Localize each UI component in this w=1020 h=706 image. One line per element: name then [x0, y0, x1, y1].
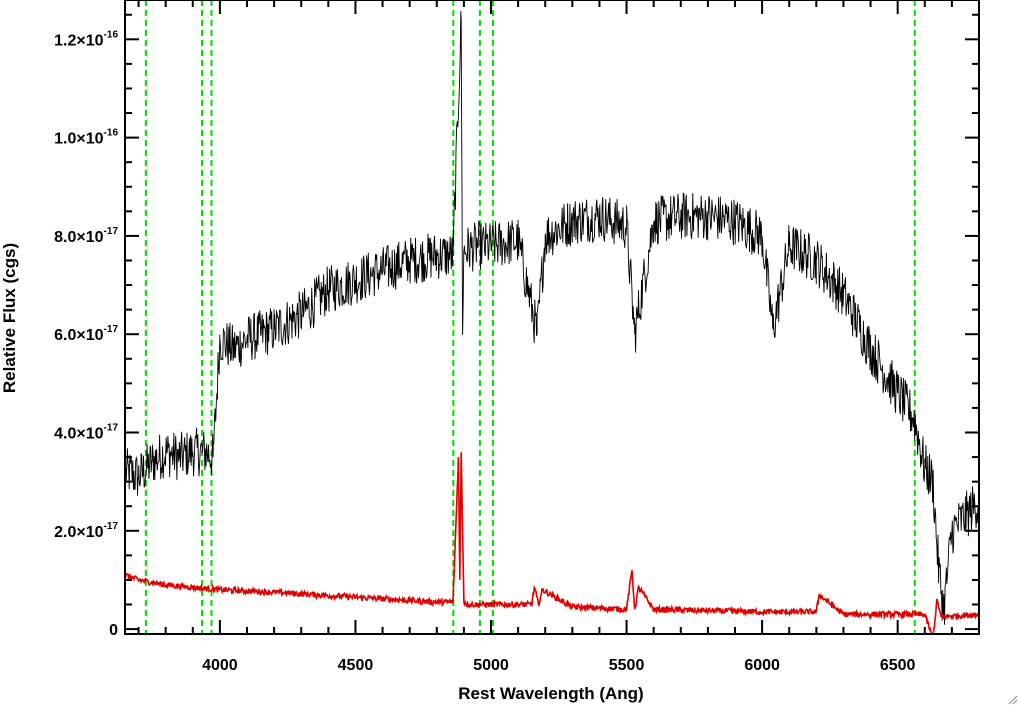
y-tick-label: 2.0×10-17: [54, 521, 118, 541]
x-tick-label: 5000: [473, 657, 509, 674]
y-tick-mantissa: 4.0×10: [54, 425, 103, 442]
y-tick-mantissa: 6.0×10: [54, 327, 103, 344]
y-tick-exponent: -17: [104, 226, 119, 237]
x-axis-title: Rest Wavelength (Ang): [458, 684, 643, 703]
y-tick-label: 1.0×10-16: [54, 128, 118, 148]
y-tick-label: 8.0×10-17: [54, 226, 118, 246]
y-tick-exponent: -17: [104, 324, 119, 335]
y-tick-mantissa: 0: [109, 622, 118, 639]
x-tick-label: 4500: [338, 657, 374, 674]
y-axis-title: Relative Flux (cgs): [0, 243, 19, 393]
plot-frame: [124, 0, 980, 635]
y-tick-label: 0: [109, 622, 118, 639]
x-tick-label: 6500: [880, 657, 916, 674]
x-tick-label: 6000: [744, 657, 780, 674]
y-tick-exponent: -17: [104, 521, 119, 532]
axes: [124, 0, 980, 635]
x-tick-label: 4000: [202, 657, 238, 674]
y-tick-label: 4.0×10-17: [54, 422, 118, 442]
tick-labels: 4000 4500 5000 5500 6000 650002.0×10-174.0×10…: [54, 29, 915, 674]
y-tick-exponent: -17: [104, 422, 119, 433]
y-tick-mantissa: 2.0×10: [54, 524, 103, 541]
y-tick-mantissa: 1.0×10: [54, 131, 103, 148]
y-tick-label: 1.2×10-16: [54, 29, 118, 49]
spectrum-line: [125, 11, 979, 625]
plot-area: [125, 0, 979, 634]
resize-grip-icon[interactable]: [1008, 695, 1018, 705]
y-tick-exponent: -16: [104, 29, 119, 40]
y-tick-exponent: -16: [104, 128, 119, 139]
y-tick-mantissa: 8.0×10: [54, 229, 103, 246]
y-tick-mantissa: 1.2×10: [54, 32, 103, 49]
x-tick-label: 5500: [609, 657, 645, 674]
y-tick-label: 6.0×10-17: [54, 324, 118, 344]
error-line: [125, 452, 979, 634]
